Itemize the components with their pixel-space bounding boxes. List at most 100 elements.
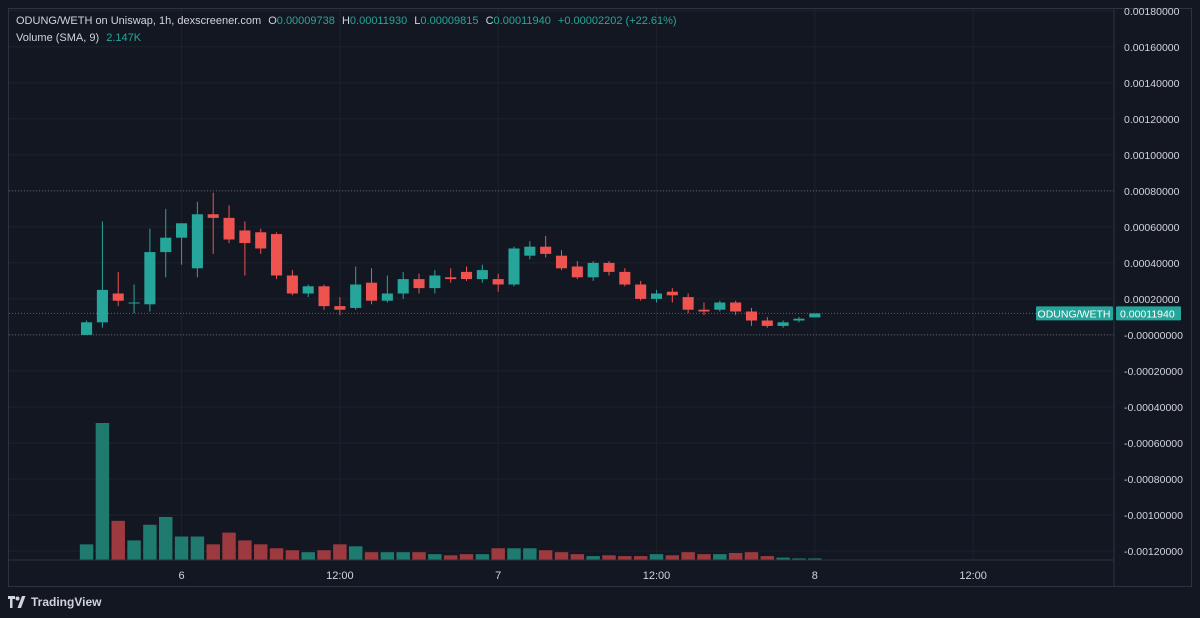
volume-bar [269,548,284,560]
candle-body [144,252,156,305]
volume-bar [111,520,125,560]
candle-body [540,246,552,254]
y-tick-label: 0.00140000 [1124,78,1180,90]
y-tick-label: -0.00000000 [1124,330,1183,342]
candle-body [286,275,298,294]
open-value: 0.00009738 [276,15,335,27]
volume-bar [285,550,300,560]
y-tick-label: -0.00020000 [1124,366,1183,378]
open-label: O [268,15,277,27]
candle-body [714,302,726,310]
y-tick-label: 0.00040000 [1124,258,1180,270]
time-axis: 6 12:00 7 12:00 8 12:00 [178,570,986,582]
volume-bar [808,558,822,560]
x-tick-label: 8 [812,570,818,582]
volume-bar [190,536,205,560]
volume-bar [158,516,173,560]
candle-body [460,271,473,280]
y-tick-label: -0.00080000 [1124,474,1183,486]
x-tick-label: 7 [495,570,501,582]
candle-body [112,293,124,301]
candle-body [302,286,314,294]
volume-bar [380,552,395,560]
x-tick-label: 12:00 [959,570,987,582]
candle-body [682,297,694,310]
candle-body [492,279,504,285]
y-tick-label: -0.00100000 [1124,510,1183,522]
volume-bar [412,552,426,560]
volume-bar [317,550,331,560]
candle-body [666,291,678,296]
price-tag-value: 0.00011940 [1120,308,1175,320]
candle-body [397,279,409,294]
candle-body [176,223,188,238]
volume-bar [554,552,569,560]
change-value: +0.00002202 (+22.61%) [557,15,677,27]
volume-bar [649,554,664,560]
y-tick-label: -0.00060000 [1124,438,1183,450]
candle-body [429,275,441,289]
candle-body [191,214,203,269]
tradingview-icon [8,596,26,608]
volume-legend: Volume (SMA, 9) 2.147K [16,32,141,44]
candle-body [761,320,773,326]
candle-body [255,232,267,249]
candle-body [571,266,583,278]
volume-bar [633,556,648,560]
candle-body [413,279,425,289]
volume-bar [428,554,442,560]
volume-bar [665,555,680,560]
volume-bar [222,532,236,560]
candle-body [318,286,330,307]
volume-bar [95,423,110,560]
candle-body [777,322,789,326]
volume-bar [238,540,252,560]
volume-bars [79,423,822,560]
grid-lines [9,9,1114,560]
candle-body [635,284,647,299]
y-tick-label: -0.00120000 [1124,546,1183,558]
close-label: C [485,15,494,27]
price-tag-box [1116,306,1181,321]
candle-body [745,311,758,321]
volume-bar [776,557,790,560]
volume-bar [586,556,600,560]
candle-body [381,293,393,301]
volume-bar [744,552,759,560]
volume-bar [681,552,695,560]
volume-bar [364,552,379,560]
candle-body [365,282,378,301]
volume-bar [570,554,585,560]
last-price-tag: ODUNG/WETH 0.00011940 [1036,306,1181,321]
volume-bar [602,555,616,560]
close-value: 0.00011940 [493,15,551,27]
x-tick-label: 6 [178,570,184,582]
volume-bar [253,544,268,560]
price-levels [9,190,1114,336]
candle-body [730,302,742,312]
candle-body [96,289,108,323]
low-value: 0.00009815 [420,15,479,27]
volume-bar [127,540,141,560]
candle-body [207,214,219,218]
tradingview-logo[interactable]: TradingView [8,595,101,609]
candle-body [128,302,140,304]
volume-bar [79,544,94,560]
symbol-legend: ODUNG/WETH on Uniswap, 1h, dexscreener.c… [16,15,677,27]
y-tick-label: 0.00060000 [1124,222,1180,234]
candle-body [793,318,805,321]
candle-body [809,313,821,318]
candle-body [160,237,172,253]
price-axis: 0.00180000 0.00160000 0.00140000 0.00120000… [8,6,1183,587]
volume-bar [443,555,458,560]
candle-body [239,230,251,244]
volume-label: Volume (SMA, 9) [16,32,100,44]
volume-bar [206,544,220,560]
symbol-tag-box [1036,306,1113,321]
high-value: 0.00011930 [349,15,408,27]
candle-body [619,271,631,285]
volume-bar [728,552,743,560]
candle-body [334,306,346,310]
candle-body [650,293,663,299]
